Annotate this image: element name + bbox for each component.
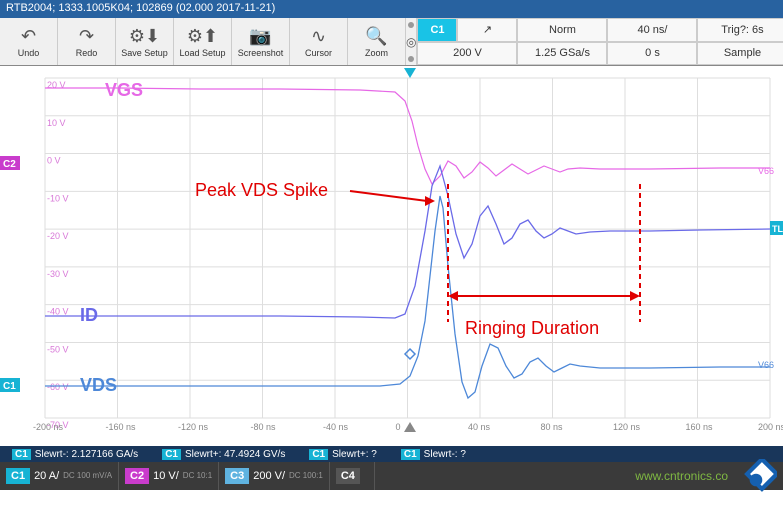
title-bar: RTB2004; 1333.1005K04; 102869 (02.000 20… [0,0,783,18]
undo-button[interactable]: ↶Undo [0,18,58,65]
svg-text:-200 ns: -200 ns [33,422,64,432]
channel-scale: 20 A/ [34,470,59,482]
svg-text:C1: C1 [3,381,16,392]
svg-text:-30 V: -30 V [47,269,69,279]
status-mode[interactable]: Norm [517,18,607,42]
redo-button[interactable]: ↷Redo [58,18,116,65]
status-timebase[interactable]: 40 ns/ [607,18,697,42]
zoom-button[interactable]: 🔍Zoom [348,18,406,65]
cursor-button[interactable]: ∿Cursor [290,18,348,65]
channel-coupling: DC 10:1 [183,472,212,480]
svg-text:C2: C2 [3,159,16,170]
measurement-item: C1 Slewrt-: ? [389,449,478,460]
channel-tag: C1 [162,449,181,460]
channel-tag: C4 [336,468,360,484]
save-setup-button[interactable]: ⚙⬇Save Setup [116,18,174,65]
svg-text:V66: V66 [758,360,774,370]
measurement-value: Slewrt+: 47.4924 GV/s [185,449,285,460]
measurement-value: Slewrt+: ? [332,449,377,460]
svg-text:-40 V: -40 V [47,307,69,317]
channel-c1[interactable]: C1 20 A/DC 100 mV/A [0,462,119,490]
channel-scale: 200 V/ [253,470,285,482]
rohde-schwarz-logo [735,459,777,501]
cursor-icon: ∿ [311,26,326,48]
svg-text:200 ns: 200 ns [758,422,783,432]
button-label: Save Setup [121,48,168,58]
svg-text:-20 V: -20 V [47,231,69,241]
channel-scale: 10 V/ [153,470,179,482]
svg-text:0: 0 [396,422,401,432]
svg-text:Ringing Duration: Ringing Duration [465,318,599,338]
svg-text:V66: V66 [758,166,774,176]
channel-coupling: DC 100:1 [289,472,323,480]
channel-tag: C3 [225,468,249,484]
channel-c3[interactable]: C3 200 V/DC 100:1 [219,462,330,490]
status-edge[interactable]: ↗ [457,18,517,42]
channel-coupling: DC 100 mV/A [63,472,112,480]
channel-c4[interactable]: C4 [330,462,375,490]
load setup-icon: ⚙⬆ [187,26,218,48]
channel-tag: C1 [12,449,31,460]
svg-text:-40 ns: -40 ns [323,422,349,432]
button-label: Redo [76,48,98,58]
svg-text:VDS: VDS [80,375,117,395]
measurement-item: C1 Slewrt+: ? [297,449,389,460]
svg-text:ID: ID [80,305,98,325]
undo-icon: ↶ [21,26,36,48]
svg-text:40 ns: 40 ns [468,422,491,432]
svg-text:120 ns: 120 ns [613,422,641,432]
status-acq[interactable]: Sample [697,42,783,66]
svg-text:-10 V: -10 V [47,193,69,203]
watermark: www.cntronics.co [635,469,728,483]
measurement-item: C1 Slewrt+: 47.4924 GV/s [150,449,297,460]
plot-svg: 20 V10 V0 V-10 V-20 V-30 V-40 V-50 V-60 … [0,66,783,446]
measurement-value: Slewrt-: 2.127166 GA/s [35,449,138,460]
svg-text:160 ns: 160 ns [686,422,714,432]
channel-tag: C1 [401,449,420,460]
button-label: Undo [18,48,40,58]
zoom-icon: 🔍 [365,26,387,48]
screenshot-icon: 📷 [249,26,271,48]
screenshot-button[interactable]: 📷Screenshot [232,18,290,65]
button-label: Cursor [305,48,332,58]
save setup-icon: ⚙⬇ [129,26,160,48]
status-delay[interactable]: 0 s [607,42,697,66]
button-label: Screenshot [238,48,284,58]
svg-text:TL: TL [772,224,783,234]
channel-tag: C2 [125,468,149,484]
measurement-bar: C1 Slewrt-: 2.127166 GA/s C1 Slewrt+: 47.49… [0,446,783,462]
button-label: Zoom [365,48,388,58]
channel-c2[interactable]: C2 10 V/DC 10:1 [119,462,219,490]
target-icon: ◎ [406,35,416,49]
svg-text:-60 V: -60 V [47,382,69,392]
svg-text:-50 V: -50 V [47,344,69,354]
toolbar-buttons: ↶Undo↷Redo⚙⬇Save Setup⚙⬆Load Setup📷Scree… [0,18,406,65]
svg-text:80 ns: 80 ns [541,422,564,432]
status-trigger[interactable]: Trig?: 6s [697,18,783,42]
status-vdiv[interactable]: 200 V [417,42,517,66]
svg-text:10 V: 10 V [47,118,66,128]
redo-icon: ↷ [79,26,94,48]
svg-text:-160 ns: -160 ns [106,422,137,432]
dot-icon [408,56,414,62]
status-channel[interactable]: C1 [417,18,457,42]
channel-tag: C1 [6,468,30,484]
button-label: Load Setup [179,48,225,58]
svg-text:VGS: VGS [105,80,143,100]
channel-tag: C1 [309,449,328,460]
measurement-value: Slewrt-: ? [424,449,466,460]
status-sample[interactable]: 1.25 GSa/s [517,42,607,66]
waveform-display[interactable]: 20 V10 V0 V-10 V-20 V-30 V-40 V-50 V-60 … [0,66,783,446]
svg-text:Peak VDS Spike: Peak VDS Spike [195,180,328,200]
toolbar-separator: ◎ [406,18,417,65]
dot-icon [408,22,414,28]
svg-text:0 V: 0 V [47,156,61,166]
measurement-item: C1 Slewrt-: 2.127166 GA/s [0,449,150,460]
svg-text:-120 ns: -120 ns [178,422,209,432]
load-setup-button[interactable]: ⚙⬆Load Setup [174,18,232,65]
svg-text:-80 ns: -80 ns [251,422,277,432]
acquisition-status: C1 ↗ Norm 40 ns/ Trig?: 6s 2020-06-17 20… [417,18,783,65]
toolbar: ↶Undo↷Redo⚙⬇Save Setup⚙⬆Load Setup📷Scree… [0,18,783,66]
